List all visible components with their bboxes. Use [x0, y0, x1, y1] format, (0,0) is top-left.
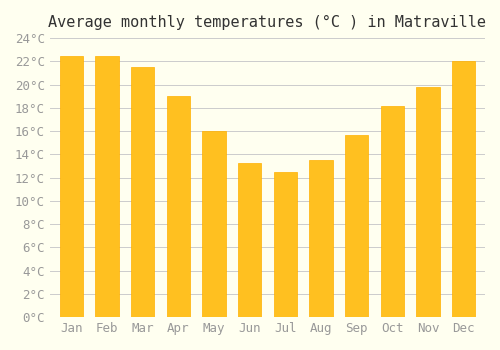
Bar [96, 56, 118, 317]
Bar [166, 96, 190, 317]
Bar [238, 162, 261, 317]
Bar [131, 67, 154, 317]
Bar [380, 106, 404, 317]
Bar [60, 56, 83, 317]
Bar [345, 135, 368, 317]
Bar [452, 61, 475, 317]
Bar [310, 160, 332, 317]
Bar [274, 172, 297, 317]
Bar [416, 87, 440, 317]
Bar [202, 131, 226, 317]
Title: Average monthly temperatures (°C ) in Matraville: Average monthly temperatures (°C ) in Ma… [48, 15, 486, 30]
